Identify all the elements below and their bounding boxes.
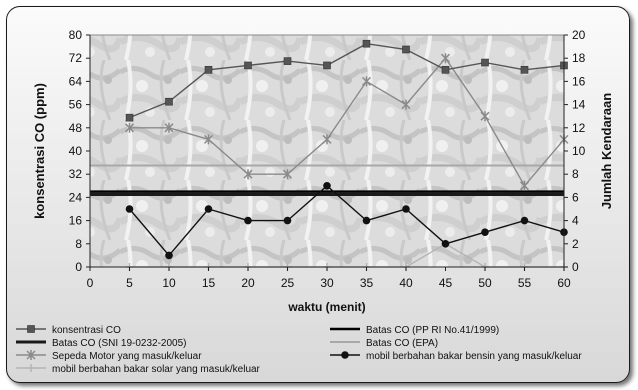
data-point-2-4 <box>282 169 293 180</box>
legend-label-2: Sepeda Motor yang masuk/keluar <box>52 351 202 362</box>
legend-item-1: Batas CO (SNI 19-0232-2005) <box>16 338 187 349</box>
y2-tick-label: 0 <box>572 260 579 274</box>
legend-item-3: mobil berbahan bakar solar yang masuk/ke… <box>16 364 261 375</box>
y-tick-label: 32 <box>69 167 83 181</box>
series-2 <box>124 53 569 191</box>
data-point-0-5 <box>323 61 331 70</box>
y-axis-label: konsentrasi CO (ppm) <box>32 83 47 219</box>
series-line-0 <box>129 42 565 119</box>
legend-item-6: mobil berbahan bakar bensin yang masuk/k… <box>330 351 582 362</box>
y2-tick-label: 12 <box>572 121 586 135</box>
y-tick-label: 48 <box>69 121 83 135</box>
series-line-6 <box>128 184 565 257</box>
y2-tick-label: 4 <box>572 214 579 228</box>
data-point-6-0 <box>125 205 134 213</box>
y-tick-label: 16 <box>69 214 83 228</box>
x-tick-label: 60 <box>557 276 571 290</box>
x-tick-label: 20 <box>241 276 255 290</box>
data-point-0-8 <box>441 66 450 74</box>
y2-tick-label: 16 <box>572 74 586 88</box>
legend-label-5: Batas CO (EPA) <box>366 338 438 349</box>
data-point-6-5 <box>323 182 331 190</box>
y2-tick-label: 20 <box>572 28 586 42</box>
data-point-6-9 <box>481 228 489 236</box>
x-tick-label: 50 <box>478 276 492 290</box>
data-point-6-4 <box>283 216 292 225</box>
y-tick-label: 0 <box>75 260 82 274</box>
x-tick-label: 55 <box>518 276 532 290</box>
x-axis-label: waktu (menit) <box>287 300 365 314</box>
series-line-2 <box>129 57 565 188</box>
x-tick-label: 10 <box>162 276 176 290</box>
x-tick-label: 5 <box>126 276 133 290</box>
data-point-2-5 <box>322 134 332 145</box>
data-point-0-9 <box>481 58 489 67</box>
legend-label-4: Batas CO (PP RI No.41/1999) <box>366 325 499 336</box>
y-tick-label: 72 <box>69 51 83 65</box>
data-point-2-0 <box>124 122 135 133</box>
data-point-6-3 <box>244 216 252 225</box>
y-tick-label: 80 <box>69 28 83 42</box>
series-6 <box>125 182 568 260</box>
data-point-0-6 <box>362 39 371 48</box>
data-point-6-1 <box>165 251 173 260</box>
x-tick-label: 25 <box>281 276 295 290</box>
legend: konsentrasi CO Batas CO (PP RI No.41/1999… <box>16 325 582 375</box>
data-point-0-4 <box>283 57 292 65</box>
y-tick-label: 8 <box>75 237 82 251</box>
x-tick-label: 40 <box>399 276 413 290</box>
x-tick-label: 45 <box>439 276 453 290</box>
y2-axis-label: Jumlah Kendaraan <box>599 93 614 209</box>
data-point-2-3 <box>243 169 253 180</box>
y2-tick-label: 14 <box>572 98 586 112</box>
legend-label-1: Batas CO (SNI 19-0232-2005) <box>52 338 187 349</box>
y2-tick-label: 2 <box>572 237 579 251</box>
data-point-2-9 <box>480 111 490 122</box>
legend-label-0: konsentrasi CO <box>52 325 121 336</box>
data-point-0-1 <box>165 97 173 106</box>
legend-item-4: Batas CO (PP RI No.41/1999) <box>330 325 499 336</box>
legend-item-5: Batas CO (EPA) <box>330 338 438 349</box>
y-tick-label: 24 <box>69 190 83 204</box>
x-tick-label: 0 <box>87 276 94 290</box>
y2-tick-label: 18 <box>572 51 586 65</box>
legend-label-6: mobil berbahan bakar bensin yang masuk/k… <box>366 351 582 362</box>
legend-marker-6 <box>341 351 349 359</box>
y2-tick-label: 8 <box>572 167 579 181</box>
y-tick-label: 56 <box>69 98 83 112</box>
legend-item-0: konsentrasi CO <box>16 325 121 336</box>
data-point-0-0 <box>125 113 134 122</box>
data-point-0-10 <box>520 66 529 74</box>
data-point-0-7 <box>402 45 410 54</box>
y2-tick-label: 6 <box>572 190 579 204</box>
legend-marker-0 <box>27 325 35 333</box>
data-point-2-8 <box>440 53 451 64</box>
data-point-6-10 <box>520 216 529 225</box>
legend-marker-2 <box>26 350 36 360</box>
data-point-6-8 <box>441 240 450 248</box>
legend-label-3: mobil berbahan bakar solar yang masuk/ke… <box>52 364 261 375</box>
data-point-2-10 <box>519 180 530 191</box>
data-point-0-3 <box>244 61 252 70</box>
data-point-2-2 <box>203 134 214 145</box>
legend-item-2: Sepeda Motor yang masuk/keluar <box>16 350 202 362</box>
plot-area <box>89 34 565 268</box>
x-tick-label: 35 <box>360 276 374 290</box>
data-point-6-6 <box>362 216 371 225</box>
y-tick-label: 40 <box>69 144 83 158</box>
x-tick-label: 15 <box>202 276 216 290</box>
data-point-0-2 <box>204 66 213 74</box>
data-point-2-6 <box>361 76 372 87</box>
x-tick-label: 30 <box>320 276 334 290</box>
legend-marker-3 <box>27 364 35 372</box>
y-tick-label: 64 <box>69 74 83 88</box>
y2-tick-label: 10 <box>572 144 586 158</box>
series-0 <box>125 39 568 122</box>
data-point-2-1 <box>164 122 174 133</box>
data-point-6-2 <box>204 205 213 213</box>
data-point-6-7 <box>402 205 410 213</box>
data-point-2-7 <box>401 99 411 110</box>
